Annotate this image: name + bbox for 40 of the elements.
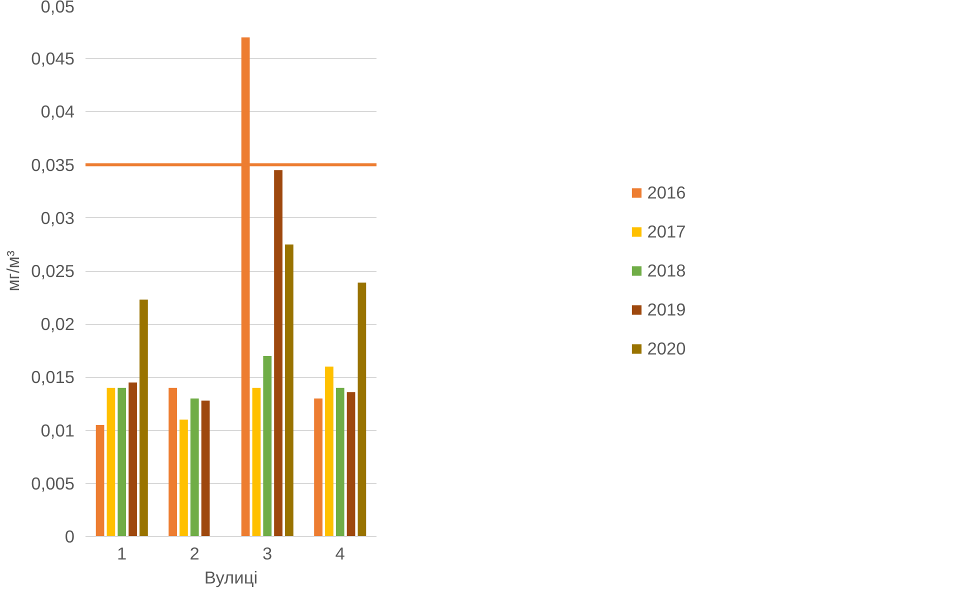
bar xyxy=(358,282,366,536)
y-tick-label: 0,005 xyxy=(31,473,75,494)
legend-label: 2017 xyxy=(647,221,686,242)
y-tick-label: 0,03 xyxy=(40,208,75,228)
bar xyxy=(263,356,272,536)
legend-label: 2016 xyxy=(647,182,686,203)
bar xyxy=(140,300,148,536)
y-tick-label: 0,04 xyxy=(40,102,75,122)
x-axis-title: Вулиці xyxy=(204,568,258,588)
y-tick-label: 0,025 xyxy=(31,261,75,281)
y-tick-label: 0,045 xyxy=(31,48,75,69)
bar xyxy=(274,170,282,536)
bar xyxy=(168,388,177,536)
bar xyxy=(96,424,104,536)
bar xyxy=(314,398,322,536)
bar xyxy=(118,388,126,536)
bar xyxy=(180,420,188,536)
y-tick-label: 0,05 xyxy=(40,0,75,16)
legend-label: 2018 xyxy=(647,260,686,281)
y-tick-label: 0 xyxy=(64,526,75,546)
legend-label: 2020 xyxy=(647,338,686,359)
x-tick-label: 1 xyxy=(117,544,127,564)
bar xyxy=(336,388,344,536)
bar xyxy=(128,382,137,536)
y-tick-label: 0,02 xyxy=(40,314,75,334)
bar xyxy=(201,400,210,536)
bar xyxy=(106,388,116,536)
y-tick-label: 0,01 xyxy=(40,420,75,440)
x-tick-label: 3 xyxy=(262,544,272,564)
x-tick-label: 4 xyxy=(335,544,346,564)
bar xyxy=(346,392,356,536)
bar xyxy=(285,244,294,536)
bar xyxy=(325,366,334,536)
y-tick-label: 0,035 xyxy=(31,154,75,175)
bar xyxy=(252,388,261,536)
x-tick-label: 2 xyxy=(190,544,200,564)
y-axis-title: мг/м³ xyxy=(3,250,24,292)
legend-label: 2019 xyxy=(647,299,686,320)
y-tick-label: 0,015 xyxy=(31,367,75,388)
bar xyxy=(190,398,199,536)
